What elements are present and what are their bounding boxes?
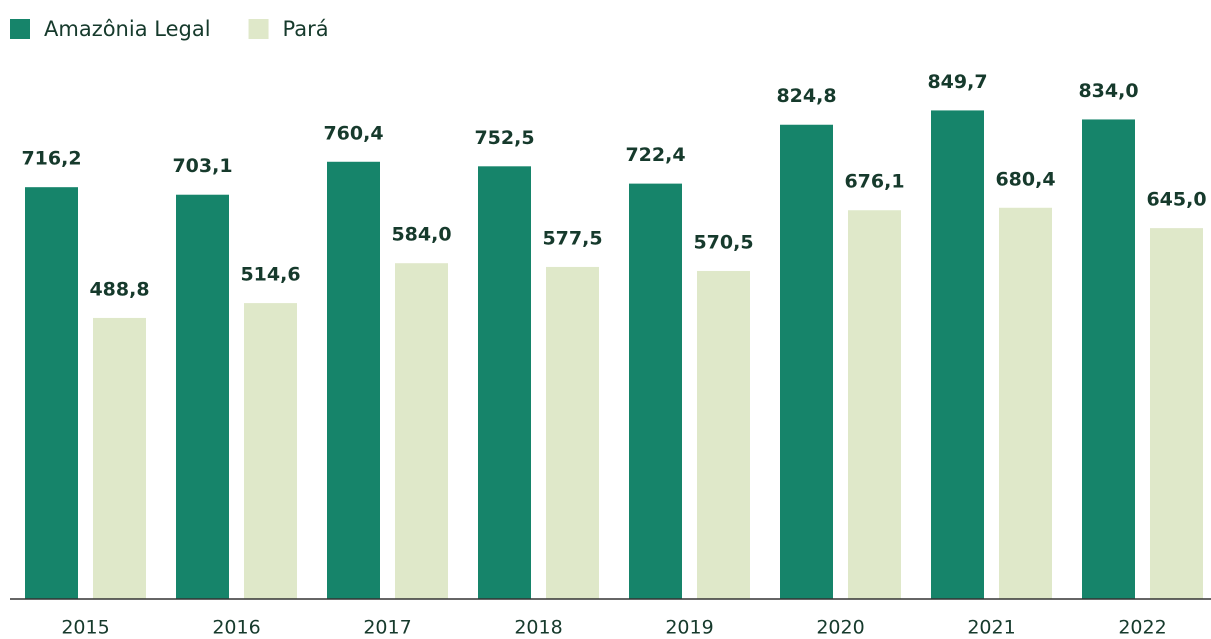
bar	[546, 266, 599, 599]
bar	[697, 270, 750, 599]
bar	[25, 187, 78, 599]
data-label: 703,1	[172, 155, 232, 177]
data-label: 584,0	[391, 224, 451, 246]
data-label: 570,5	[693, 231, 753, 253]
x-tick-label: 2015	[61, 617, 109, 639]
bar	[478, 166, 531, 599]
data-label: 488,8	[89, 278, 149, 300]
bar	[931, 110, 984, 600]
bar	[1150, 228, 1203, 599]
legend-label: Pará	[283, 17, 329, 41]
data-label: 722,4	[625, 144, 685, 166]
data-label: 849,7	[927, 71, 987, 93]
legend-label: Amazônia Legal	[44, 17, 211, 41]
bar	[395, 263, 448, 599]
bar	[176, 194, 229, 599]
data-label: 577,5	[542, 227, 602, 249]
bar	[93, 317, 146, 599]
data-label: 834,0	[1078, 80, 1138, 102]
bar	[999, 207, 1052, 599]
x-tick-label: 2020	[816, 617, 864, 639]
x-tick-label: 2019	[665, 617, 713, 639]
data-label: 514,6	[240, 264, 300, 286]
bar	[327, 161, 380, 599]
x-tick-label: 2018	[514, 617, 562, 639]
x-tick-label: 2021	[967, 617, 1015, 639]
bar	[629, 183, 682, 599]
legend-swatch	[248, 19, 269, 39]
legend-swatch	[10, 19, 30, 39]
data-label: 676,1	[844, 171, 904, 193]
x-tick-label: 2017	[363, 617, 411, 639]
x-tick-label: 2016	[212, 617, 260, 639]
bar	[780, 124, 833, 600]
bar	[848, 210, 901, 599]
data-label: 752,5	[474, 127, 534, 149]
bar	[1082, 119, 1135, 599]
bar	[244, 303, 297, 599]
data-label: 716,2	[21, 148, 81, 170]
x-tick-label: 2022	[1118, 617, 1166, 639]
data-label: 645,0	[1146, 189, 1206, 211]
data-label: 824,8	[776, 85, 836, 107]
data-label: 760,4	[323, 122, 383, 144]
data-label: 680,4	[995, 168, 1055, 190]
